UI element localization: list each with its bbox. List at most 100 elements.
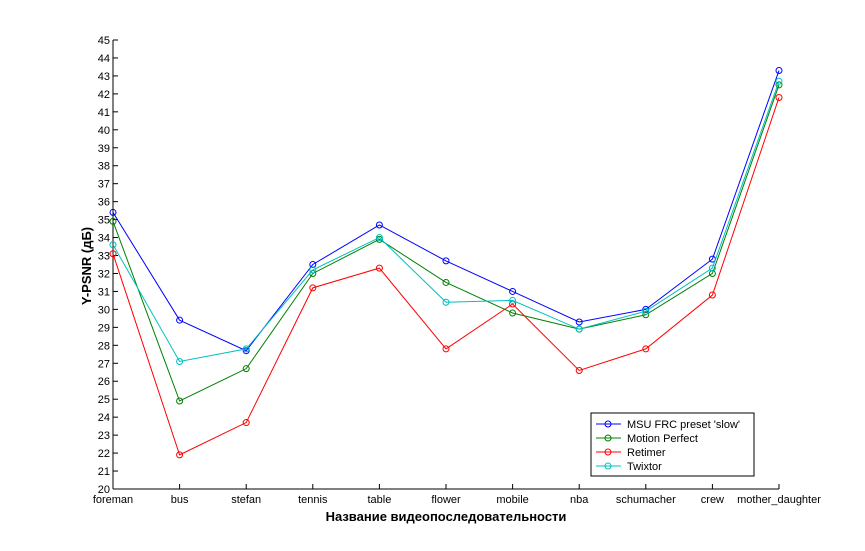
data-point	[509, 296, 517, 304]
x-axis-ticks: foreman bus stefan tennis table flower mobile n…	[93, 484, 821, 506]
x-tick-label: crew	[701, 494, 724, 506]
data-point	[509, 309, 517, 317]
series-line	[112, 97, 780, 456]
data-point	[242, 345, 250, 353]
x-tick-label: foreman	[93, 494, 133, 506]
legend: MSU FRC preset 'slow' Motion Perfect Retim…	[590, 412, 755, 477]
x-tick-label: schumacher	[616, 494, 676, 506]
data-point	[642, 311, 650, 319]
y-tick-label: 38	[98, 161, 110, 173]
data-point	[708, 264, 716, 272]
y-tick-label: 24	[98, 412, 110, 424]
data-point	[375, 264, 383, 272]
data-point	[642, 345, 650, 353]
y-tick-label: 25	[98, 394, 110, 406]
legend-item: MSU FRC preset 'slow'	[596, 419, 740, 431]
legend-label: Twixtor	[627, 461, 662, 473]
y-tick-label: 41	[98, 107, 110, 119]
y-tick-label: 29	[98, 322, 110, 334]
x-tick-label: mother_daughter	[737, 494, 821, 506]
y-tick-label: 45	[98, 35, 110, 47]
data-point	[176, 316, 184, 324]
data-point	[109, 241, 117, 249]
series-group	[109, 67, 783, 459]
legend-item: Twixtor	[596, 461, 662, 473]
y-tick-label: 37	[98, 179, 110, 191]
y-tick-label: 21	[98, 466, 110, 478]
data-point	[509, 287, 517, 295]
data-point	[109, 208, 117, 216]
y-axis-label: Y-PSNR (дБ)	[79, 227, 94, 305]
y-tick-label: 40	[98, 125, 110, 137]
y-tick-label: 28	[98, 340, 110, 352]
data-point	[242, 419, 250, 427]
data-point	[775, 77, 783, 85]
x-tick-label: tennis	[298, 494, 328, 506]
data-point	[375, 221, 383, 229]
series-line	[112, 84, 780, 402]
data-point	[442, 345, 450, 353]
data-point	[775, 67, 783, 75]
y-axis-ticks: 20 21 22 23 24 25 26 27 28 29 30 31 32 33 34 35 36 37 38 39…	[98, 35, 118, 496]
legend-label: Retimer	[627, 447, 666, 459]
y-tick-label: 39	[98, 143, 110, 155]
x-tick-label: nba	[570, 494, 589, 506]
x-tick-label: bus	[171, 494, 189, 506]
data-point	[442, 278, 450, 286]
series-3	[109, 77, 783, 365]
legend-item: Retimer	[596, 447, 666, 459]
y-tick-label: 30	[98, 304, 110, 316]
data-point	[575, 325, 583, 333]
y-tick-label: 44	[98, 53, 110, 65]
y-tick-label: 31	[98, 286, 110, 298]
y-tick-label: 42	[98, 89, 110, 101]
series-2	[109, 93, 783, 459]
y-tick-label: 20	[98, 484, 110, 496]
series-line	[112, 81, 780, 363]
legend-label: MSU FRC preset 'slow'	[627, 419, 740, 431]
data-point	[708, 269, 716, 277]
y-tick-label: 36	[98, 197, 110, 209]
data-point	[708, 291, 716, 299]
data-point	[309, 266, 317, 274]
y-tick-label: 33	[98, 251, 110, 263]
y-tick-label: 32	[98, 268, 110, 280]
data-point	[642, 307, 650, 315]
data-point	[242, 365, 250, 373]
y-tick-label: 34	[98, 233, 110, 245]
data-point	[109, 250, 117, 258]
data-point	[176, 357, 184, 365]
y-tick-label: 22	[98, 448, 110, 460]
y-tick-label: 23	[98, 430, 110, 442]
y-tick-label: 26	[98, 376, 110, 388]
data-point	[775, 93, 783, 101]
data-point	[509, 300, 517, 308]
series-0	[109, 67, 783, 355]
data-point	[176, 451, 184, 459]
data-point	[309, 284, 317, 292]
data-point	[442, 298, 450, 306]
x-tick-label: flower	[431, 494, 461, 506]
data-point	[176, 397, 184, 405]
data-point	[575, 366, 583, 374]
data-point	[109, 217, 117, 225]
y-tick-label: 27	[98, 358, 110, 370]
legend-swatch-marker	[604, 448, 612, 456]
data-point	[442, 257, 450, 265]
y-tick-label: 35	[98, 215, 110, 227]
data-point	[575, 318, 583, 326]
x-tick-label: mobile	[496, 494, 528, 506]
x-tick-label: table	[367, 494, 391, 506]
legend-label: Motion Perfect	[627, 433, 698, 445]
y-tick-label: 43	[98, 71, 110, 83]
legend-item: Motion Perfect	[596, 433, 698, 445]
data-point	[375, 234, 383, 242]
data-point	[309, 261, 317, 268]
x-axis-label: Название видеопоследовательности	[326, 509, 567, 524]
legend-swatch-marker	[604, 434, 612, 442]
legend-swatch-marker	[604, 420, 612, 428]
series-line	[112, 70, 780, 352]
legend-swatch-marker	[604, 462, 612, 470]
x-tick-label: stefan	[231, 494, 261, 506]
